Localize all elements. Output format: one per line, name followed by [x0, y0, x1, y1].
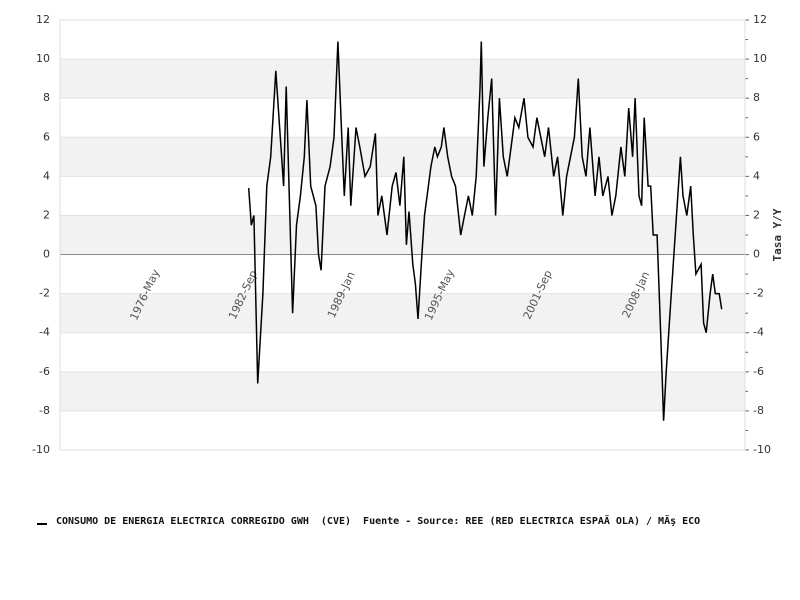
y-tick-label: -4 — [39, 326, 50, 339]
y2-tick-label: -6 — [753, 365, 764, 378]
grid-band — [60, 215, 745, 255]
y-tick-label: 2 — [43, 208, 50, 221]
y-tick-label: -6 — [39, 365, 50, 378]
y2-tick-label: 6 — [753, 130, 760, 143]
grid-band — [60, 293, 745, 333]
y2-tick-label: 0 — [753, 248, 760, 261]
data-line — [247, 41, 723, 421]
y2-tick-label: 2 — [753, 208, 760, 221]
y-tick-label: 4 — [43, 169, 50, 182]
y-tick-label: 0 — [43, 248, 50, 261]
y2-tick-label: 12 — [753, 13, 767, 26]
y2-axis-label: Tasa Y/Y — [771, 208, 784, 261]
grid-band — [60, 59, 745, 99]
y2-tick-label: 10 — [753, 52, 767, 65]
plot-border — [59, 19, 746, 451]
y-tick-label: -8 — [39, 404, 50, 417]
y2-tick-label: -8 — [753, 404, 764, 417]
y-tick-label: 8 — [43, 91, 50, 104]
y2-tick-label: 4 — [753, 169, 760, 182]
y2-tick-label: 8 — [753, 91, 760, 104]
y-tick-label: 10 — [36, 52, 50, 65]
y-tick-label: 12 — [36, 13, 50, 26]
y-tick-label: -10 — [32, 443, 50, 456]
legend-label: CONSUMO DE ENERGIA ELECTRICA CORREGIDO G… — [56, 514, 700, 527]
grid-band — [60, 371, 745, 411]
y-tick-label: 6 — [43, 130, 50, 143]
y2-tick-label: -10 — [753, 443, 771, 456]
y2-tick-label: -2 — [753, 287, 764, 300]
y-tick-label: -2 — [39, 287, 50, 300]
y2-tick-label: -4 — [753, 326, 764, 339]
